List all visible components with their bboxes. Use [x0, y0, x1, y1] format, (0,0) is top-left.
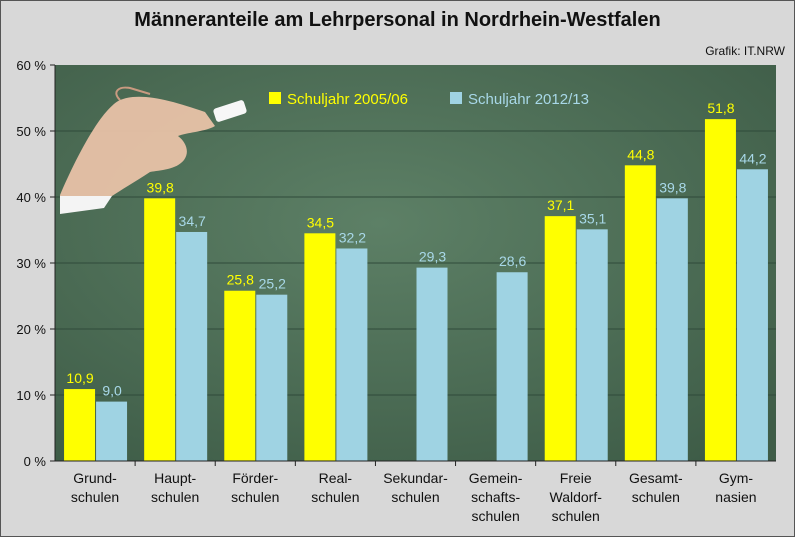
data-label-series-2: 34,7 — [179, 213, 206, 229]
hand-with-chalk-illustration — [60, 86, 247, 214]
x-tick-label-line: Sekundar- — [383, 470, 448, 486]
data-label-series-2: 35,1 — [579, 210, 606, 226]
x-tick-label-line: Freie — [560, 470, 592, 486]
x-tick-label-line: Gemein- — [469, 470, 523, 486]
x-tick-label: Gemein-schafts-schulen — [469, 470, 523, 524]
x-tick-label: Gesamt-schulen — [629, 470, 683, 505]
x-tick-label-line: Förder- — [232, 470, 278, 486]
x-tick-label-line: schulen — [471, 508, 519, 524]
x-tick-label-line: schulen — [151, 489, 199, 505]
bar-series-2 — [256, 294, 288, 461]
x-tick-label-line: schulen — [552, 508, 600, 524]
x-tick-label-line: schafts- — [471, 489, 520, 505]
bar-series-2 — [576, 229, 608, 461]
x-tick-label: Real-schulen — [311, 470, 359, 505]
x-tick-label-line: schulen — [632, 489, 680, 505]
chart-credit: Grafik: IT.NRW — [705, 44, 785, 58]
y-tick-label: 40 % — [16, 190, 46, 205]
chart-title: Männeranteile am Lehrpersonal in Nordrhe… — [134, 9, 661, 31]
legend-swatch-series-2 — [450, 92, 462, 104]
bar-series-1 — [224, 290, 256, 461]
data-label-series-1: 10,9 — [66, 370, 93, 386]
data-label-series-2: 32,2 — [339, 229, 366, 245]
x-tick-label: Förder-schulen — [231, 470, 279, 505]
x-tick-label-line: schulen — [231, 489, 279, 505]
bar-series-1 — [544, 216, 576, 461]
x-tick-label-line: Gym- — [719, 470, 754, 486]
y-tick-label: 0 % — [24, 454, 47, 469]
bar-series-2 — [656, 198, 688, 461]
y-tick-label: 30 % — [16, 256, 46, 271]
data-label-series-2: 44,2 — [739, 150, 766, 166]
x-tick-label: Grund-schulen — [71, 470, 119, 505]
x-tick-label: Haupt-schulen — [151, 470, 199, 505]
x-tick-label-line: Waldorf- — [550, 489, 603, 505]
data-label-series-1: 34,5 — [307, 214, 334, 230]
data-label-series-1: 39,8 — [147, 179, 174, 195]
data-label-series-2: 25,2 — [259, 276, 286, 292]
legend: Schuljahr 2005/06 Schuljahr 2012/13 — [269, 91, 589, 108]
bar-series-2 — [736, 169, 768, 461]
bar-series-2 — [176, 231, 208, 461]
bar-series-1 — [64, 389, 96, 461]
x-tick-label: Freie Waldorf-schulen — [550, 470, 603, 524]
bar-series-1 — [304, 233, 336, 461]
bar-series-2 — [496, 272, 528, 461]
x-tick-label-line: schulen — [391, 489, 439, 505]
bar-series-2 — [336, 248, 368, 461]
data-label-series-2: 9,0 — [102, 383, 122, 399]
legend-swatch-series-1 — [269, 92, 281, 104]
x-tick-label-line: nasien — [715, 489, 756, 505]
data-label-series-1: 37,1 — [547, 197, 574, 213]
y-tick-label: 20 % — [16, 322, 46, 337]
data-label-series-2: 28,6 — [499, 253, 526, 269]
data-label-series-1: 44,8 — [627, 146, 654, 162]
data-label-series-1: 51,8 — [707, 100, 734, 116]
x-tick-label-line: Grund- — [73, 470, 117, 486]
x-tick-label-line: schulen — [71, 489, 119, 505]
legend-label-series-1: Schuljahr 2005/06 — [287, 91, 408, 108]
y-tick-label: 10 % — [16, 388, 46, 403]
y-tick-label: 50 % — [16, 124, 46, 139]
x-tick-label-line: Haupt- — [154, 470, 196, 486]
data-label-series-2: 39,8 — [659, 179, 686, 195]
x-tick-label: Gym-nasien — [715, 470, 756, 505]
bar-series-1 — [704, 119, 736, 462]
x-tick-label-line: Real- — [319, 470, 353, 486]
x-tick-label-line: schulen — [311, 489, 359, 505]
legend-label-series-2: Schuljahr 2012/13 — [468, 91, 589, 108]
data-label-series-2: 29,3 — [419, 249, 446, 265]
y-tick-label: 60 % — [16, 58, 46, 73]
bar-series-2 — [96, 401, 128, 461]
bar-series-1 — [144, 198, 176, 461]
bar-series-2 — [416, 267, 448, 461]
data-label-series-1: 25,8 — [227, 272, 254, 288]
bar-series-1 — [624, 165, 656, 461]
x-tick-label: Sekundar-schulen — [383, 470, 448, 505]
x-tick-label-line: Gesamt- — [629, 470, 683, 486]
